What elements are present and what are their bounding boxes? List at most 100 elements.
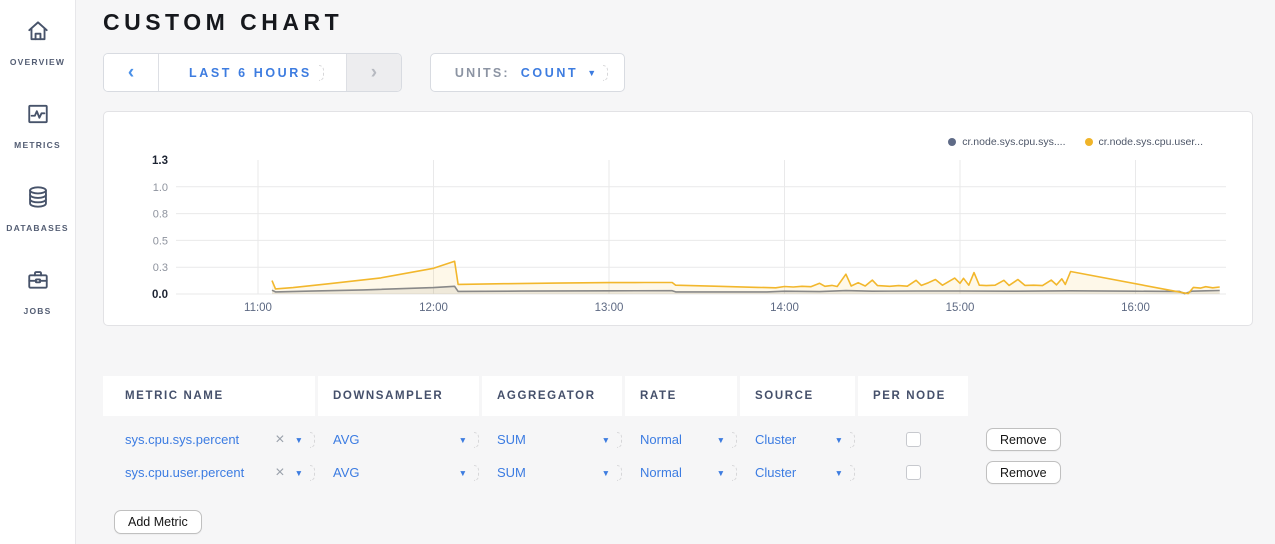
source-value: Cluster xyxy=(755,432,797,447)
chevron-down-icon: ▼ xyxy=(587,67,597,78)
metric-name-select[interactable]: sys.cpu.sys.percent × ▼ xyxy=(125,430,315,448)
per-node-checkbox[interactable] xyxy=(906,432,921,447)
table-cell: AVG ▼ xyxy=(318,423,479,456)
downsampler-select[interactable]: AVG ▼ xyxy=(333,431,479,448)
chart-panel: 0.0 0.3 0.5 0.8 1.0 1.3 11:00 12:00 13:00 14:00 15… xyxy=(103,111,1253,326)
dropdown-edge-hint xyxy=(474,431,479,448)
table-cell: Cluster ▼ xyxy=(740,423,855,456)
controls-bar: ‹ LAST 6 HOURS › UNITS: COUNT ▼ xyxy=(103,53,1253,92)
sidebar: OVERVIEW METRICS DATABASES xyxy=(0,0,76,544)
rate-select[interactable]: Normal ▼ xyxy=(640,464,737,481)
sidebar-item-overview[interactable]: OVERVIEW xyxy=(0,17,76,67)
svg-text:14:00: 14:00 xyxy=(770,302,799,314)
source-select[interactable]: Cluster ▼ xyxy=(755,464,855,481)
chart-legend: cr.node.sys.cpu.sys.... cr.node.sys.cpu.… xyxy=(948,136,1203,148)
sidebar-item-label: OVERVIEW xyxy=(9,57,66,67)
svg-text:12:00: 12:00 xyxy=(419,302,448,314)
svg-text:0.8: 0.8 xyxy=(153,209,168,221)
dropdown-edge-hint xyxy=(617,464,622,481)
col-header-downsampler: DOWNSAMPLER xyxy=(318,376,479,416)
chevron-down-icon: ▼ xyxy=(834,467,843,478)
units-value: COUNT xyxy=(520,65,579,80)
legend-label: cr.node.sys.cpu.sys.... xyxy=(962,136,1066,148)
svg-text:1.3: 1.3 xyxy=(152,155,168,167)
chevron-down-icon: ▼ xyxy=(601,467,610,478)
dropdown-edge-hint xyxy=(732,464,737,481)
rate-value: Normal xyxy=(640,432,682,447)
rate-select[interactable]: Normal ▼ xyxy=(640,431,737,448)
sidebar-item-label: JOBS xyxy=(23,306,52,316)
col-header-actions xyxy=(971,376,1126,416)
metric-name-value: sys.cpu.sys.percent xyxy=(125,432,240,447)
table-cell: Cluster ▼ xyxy=(740,456,855,489)
aggregator-value: SUM xyxy=(497,432,526,447)
dropdown-edge-hint xyxy=(318,64,324,81)
aggregator-select[interactable]: SUM ▼ xyxy=(497,431,622,448)
per-node-checkbox[interactable] xyxy=(906,465,921,480)
sidebar-item-databases[interactable]: DATABASES xyxy=(0,183,76,233)
briefcase-icon xyxy=(24,266,52,299)
metric-name-select[interactable]: sys.cpu.user.percent × ▼ xyxy=(125,463,315,481)
remove-button[interactable]: Remove xyxy=(986,461,1061,484)
clear-icon[interactable]: × xyxy=(275,463,285,481)
rate-value: Normal xyxy=(640,465,682,480)
source-select[interactable]: Cluster ▼ xyxy=(755,431,855,448)
sidebar-item-label: METRICS xyxy=(14,140,61,150)
svg-text:0.3: 0.3 xyxy=(153,262,168,274)
dropdown-edge-hint xyxy=(617,431,622,448)
dropdown-edge-hint xyxy=(474,464,479,481)
legend-label: cr.node.sys.cpu.user... xyxy=(1098,136,1203,148)
dropdown-edge-hint xyxy=(603,64,609,81)
legend-item-sys[interactable]: cr.node.sys.cpu.sys.... xyxy=(948,136,1066,148)
col-header-per-node: PER NODE xyxy=(858,376,968,416)
sidebar-item-label: DATABASES xyxy=(6,223,69,233)
downsampler-value: AVG xyxy=(333,432,360,447)
time-prev-button[interactable]: ‹ xyxy=(104,54,159,91)
legend-item-user[interactable]: cr.node.sys.cpu.user... xyxy=(1084,136,1203,148)
table-cell: Remove xyxy=(971,423,1126,456)
col-header-source: SOURCE xyxy=(740,376,855,416)
sidebar-item-jobs[interactable]: JOBS xyxy=(0,266,76,316)
chevron-down-icon: ▼ xyxy=(716,434,725,445)
table-cell: AVG ▼ xyxy=(318,456,479,489)
metric-name-value: sys.cpu.user.percent xyxy=(125,465,245,480)
svg-text:1.0: 1.0 xyxy=(153,182,168,194)
table-cell: Remove xyxy=(971,456,1126,489)
aggregator-select[interactable]: SUM ▼ xyxy=(497,464,622,481)
chevron-down-icon: ▼ xyxy=(458,467,467,478)
clear-icon[interactable]: × xyxy=(275,430,285,448)
sidebar-item-metrics[interactable]: METRICS xyxy=(0,100,76,150)
remove-button[interactable]: Remove xyxy=(986,428,1061,451)
col-header-metric-name: METRIC NAME xyxy=(103,376,315,416)
table-cell xyxy=(858,423,968,456)
page-title: CUSTOM CHART xyxy=(103,9,344,35)
chevron-down-icon: ▼ xyxy=(458,434,467,445)
time-range-dropdown[interactable]: LAST 6 HOURS xyxy=(159,54,346,91)
legend-dot-user xyxy=(1084,138,1093,146)
col-header-aggregator: AGGREGATOR xyxy=(482,376,622,416)
aggregator-value: SUM xyxy=(497,465,526,480)
table-cell: Normal ▼ xyxy=(625,423,737,456)
add-metric-button[interactable]: Add Metric xyxy=(114,510,202,534)
dropdown-edge-hint xyxy=(310,464,315,481)
metrics-table: METRIC NAME DOWNSAMPLER AGGREGATOR RATE … xyxy=(103,376,1253,489)
time-range-label: LAST 6 HOURS xyxy=(189,65,312,80)
svg-text:15:00: 15:00 xyxy=(946,302,975,314)
svg-text:11:00: 11:00 xyxy=(244,302,272,314)
svg-text:0.0: 0.0 xyxy=(152,289,168,301)
units-dropdown[interactable]: UNITS: COUNT ▼ xyxy=(429,53,626,92)
dropdown-edge-hint xyxy=(850,431,855,448)
chevron-down-icon: ▼ xyxy=(294,467,303,478)
database-icon xyxy=(24,183,52,216)
table-row: sys.cpu.sys.percent × ▼ xyxy=(103,423,315,456)
downsampler-select[interactable]: AVG ▼ xyxy=(333,464,479,481)
units-label: UNITS: xyxy=(454,65,510,80)
table-cell: SUM ▼ xyxy=(482,423,622,456)
time-window-selector: ‹ LAST 6 HOURS › xyxy=(103,53,402,92)
dropdown-edge-hint xyxy=(310,431,315,448)
chevron-down-icon: ▼ xyxy=(294,434,303,445)
svg-text:16:00: 16:00 xyxy=(1121,302,1150,314)
svg-text:0.5: 0.5 xyxy=(153,235,168,247)
metrics-icon xyxy=(24,100,52,133)
downsampler-value: AVG xyxy=(333,465,360,480)
